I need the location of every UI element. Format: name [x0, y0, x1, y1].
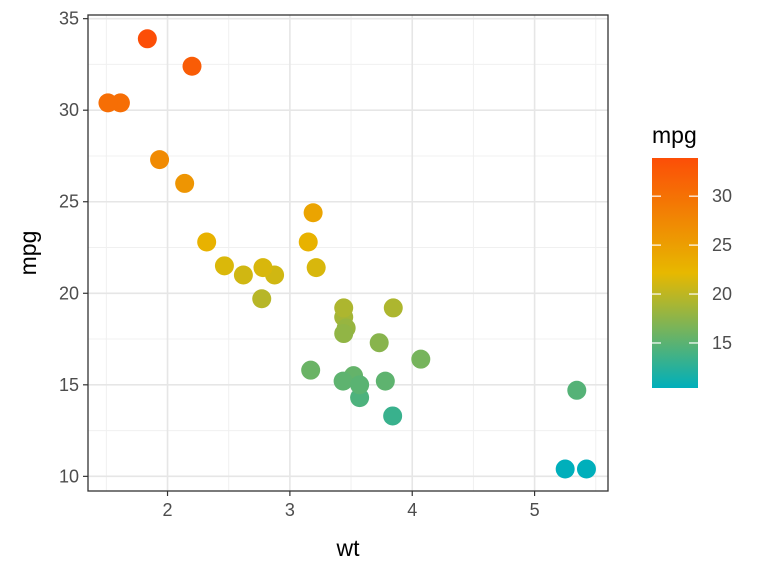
- data-point: [137, 29, 157, 49]
- data-point: [567, 380, 587, 400]
- legend-ticks: 15 20 25 30: [652, 186, 732, 353]
- data-point: [150, 150, 170, 170]
- y-tick-label: 15: [59, 375, 79, 395]
- axes: 2 3 4 5 10 15 20 25 30 35: [59, 9, 540, 520]
- data-points: [98, 29, 596, 479]
- x-tick-label: 5: [530, 500, 540, 520]
- y-axis-title: mpg: [15, 231, 41, 276]
- data-point: [383, 298, 403, 318]
- data-point: [301, 360, 321, 380]
- data-point: [383, 406, 403, 426]
- data-point: [333, 371, 353, 391]
- data-point: [306, 258, 326, 278]
- y-tick-label: 25: [59, 192, 79, 212]
- y-tick-label: 20: [59, 283, 79, 303]
- grid-lines: [88, 15, 608, 491]
- x-axis-title: wt: [336, 535, 361, 561]
- data-point: [334, 298, 354, 318]
- data-point: [98, 93, 118, 113]
- data-point: [369, 333, 389, 353]
- data-point: [214, 256, 234, 276]
- legend-tick-label: 15: [712, 333, 732, 353]
- data-point: [555, 459, 575, 479]
- x-tick-label: 4: [407, 500, 417, 520]
- x-tick-label: 3: [285, 500, 295, 520]
- legend-title: mpg: [652, 122, 697, 148]
- data-point: [576, 459, 596, 479]
- data-point: [253, 258, 273, 278]
- plot-background: [88, 15, 608, 491]
- legend-tick-label: 20: [712, 284, 732, 304]
- data-point: [233, 265, 253, 285]
- data-point: [411, 349, 431, 369]
- data-point: [350, 375, 370, 395]
- data-point: [334, 324, 354, 344]
- data-point: [175, 173, 195, 193]
- data-point: [252, 289, 272, 309]
- legend-tick-label: 30: [712, 186, 732, 206]
- legend-tick-label: 25: [712, 235, 732, 255]
- data-point: [303, 203, 323, 223]
- plot-border: [87, 14, 609, 492]
- x-tick-label: 2: [163, 500, 173, 520]
- y-tick-label: 35: [59, 9, 79, 29]
- data-point: [197, 232, 217, 252]
- data-point: [375, 371, 395, 391]
- data-point: [298, 232, 318, 252]
- y-tick-label: 10: [59, 466, 79, 486]
- legend-colorbar: [652, 158, 698, 388]
- y-tick-label: 30: [59, 100, 79, 120]
- data-point: [182, 56, 202, 76]
- color-legend: mpg 15 20 25 30: [652, 122, 732, 388]
